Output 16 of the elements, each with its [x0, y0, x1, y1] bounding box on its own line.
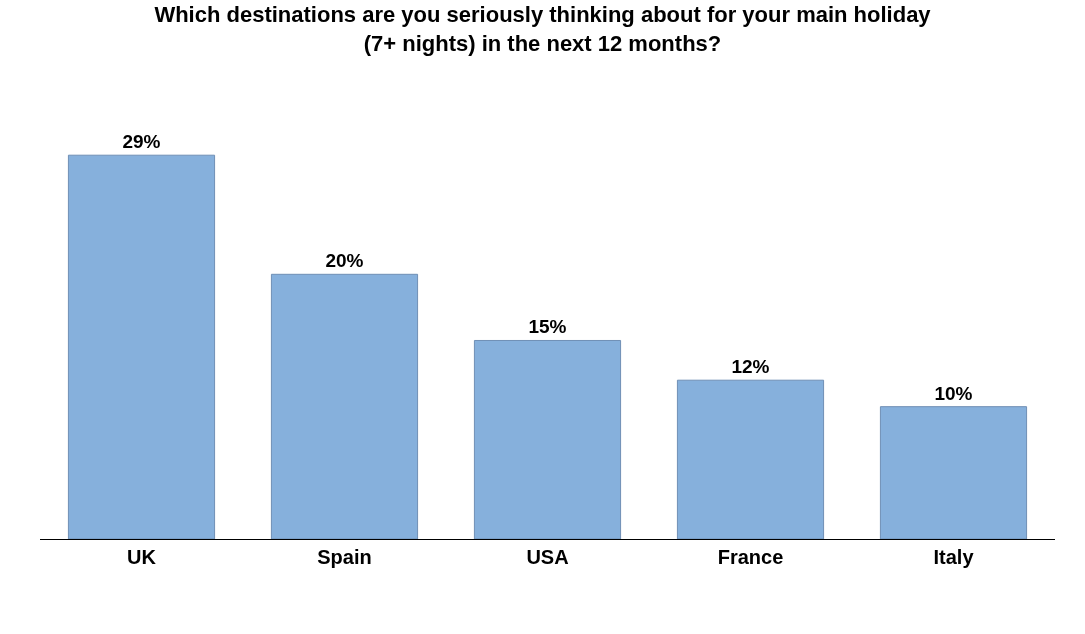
x-tick-label: UK — [127, 546, 157, 568]
bar — [879, 406, 1028, 539]
chart-title: Which destinations are you seriously thinking about for your main holiday (7+ nights) in the next 12 months? — [154, 2, 932, 56]
bar — [676, 379, 825, 539]
data-label: 29% — [122, 131, 161, 153]
data-label: 20% — [325, 250, 364, 272]
data-label: 10% — [934, 382, 973, 404]
bar — [67, 154, 216, 539]
data-label: 12% — [731, 356, 770, 378]
data-label: 15% — [528, 316, 567, 338]
x-tick-label: France — [717, 546, 784, 568]
x-tick-label: Spain — [317, 546, 372, 568]
bar — [270, 273, 419, 539]
bar — [473, 339, 622, 539]
x-tick-label: USA — [526, 546, 569, 568]
x-tick-label: Italy — [933, 546, 975, 568]
